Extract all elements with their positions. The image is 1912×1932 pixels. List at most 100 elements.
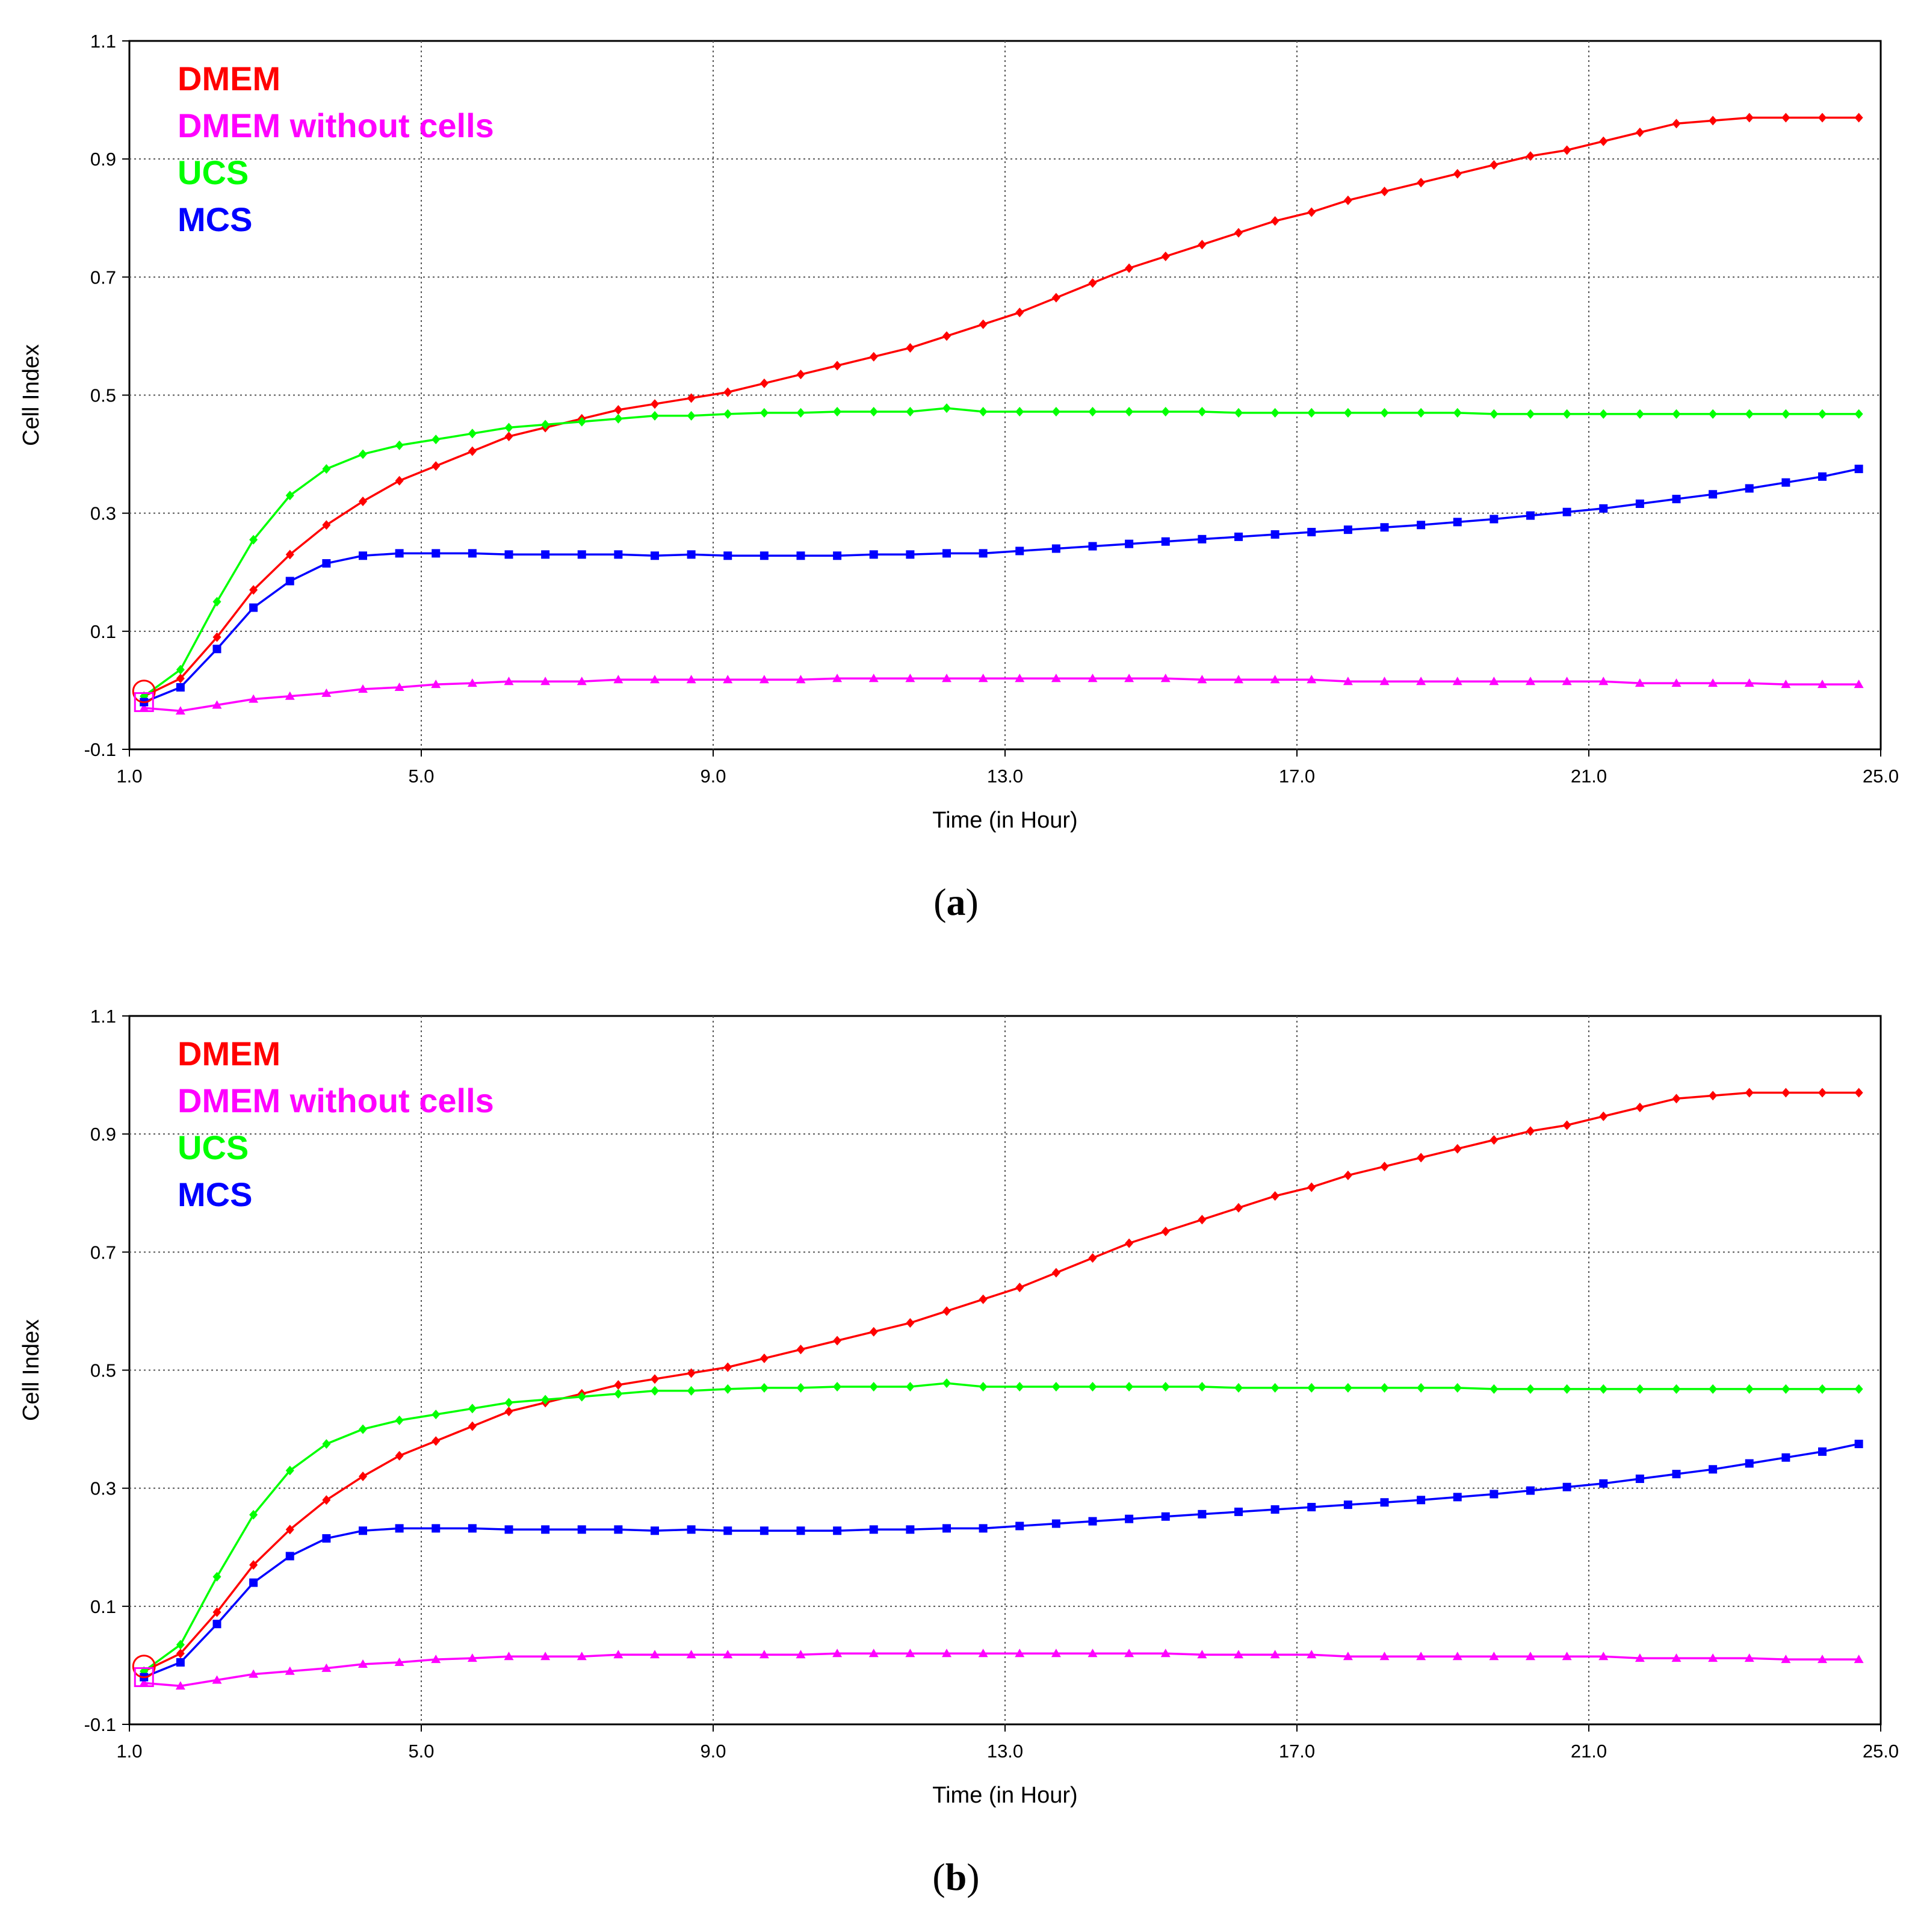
panel-b-legend-dmem: DMEM [178, 1035, 280, 1073]
panel-b-point-mcs [1270, 1505, 1279, 1514]
panel-a-point-dmem [1417, 178, 1426, 188]
panel-a-point-mcs [1526, 511, 1535, 520]
panel-b-point-mcs [1709, 1465, 1718, 1474]
panel-b-point-mcs [651, 1526, 659, 1535]
panel-b-point-dmem-without-cells [650, 1650, 660, 1659]
panel-a-point-ucs [432, 435, 441, 445]
panel-b-point-mcs [1818, 1447, 1827, 1456]
panel-b-point-mcs [468, 1524, 477, 1533]
panel-a-point-ucs [249, 534, 258, 545]
panel-a-point-dmem-without-cells [613, 675, 623, 684]
panel-a-point-mcs [1270, 530, 1279, 539]
panel-a-point-ucs [796, 407, 805, 418]
panel-a-point-mcs [1343, 525, 1352, 534]
panel-a-point-dmem [1343, 195, 1352, 205]
panel-b-point-dmem-without-cells [905, 1649, 915, 1658]
panel-b-point-dmem [651, 1374, 659, 1384]
panel-a-point-dmem-without-cells [1708, 678, 1718, 687]
panel-a-point-dmem-without-cells [212, 700, 222, 709]
panel-b-point-ucs [1818, 1384, 1827, 1394]
panel-b-point-ucs [1417, 1382, 1426, 1393]
panel-a-x-tick-label: 1.0 [116, 766, 142, 787]
panel-b-point-dmem-without-cells [978, 1649, 988, 1658]
panel-a-legend-ucs: UCS [178, 153, 249, 191]
panel-b-point-ucs [285, 1466, 294, 1476]
panel-a-point-dmem [432, 461, 441, 471]
panel-a-x-tick-label: 13.0 [987, 766, 1023, 787]
panel-a-point-dmem [1051, 293, 1060, 303]
panel-a-point-mcs [176, 683, 185, 692]
panel-a-point-ucs [1198, 406, 1207, 416]
chart-panel-b: 1.0 5.0 9.0 13.0 17.0 21.0 25.0 -0.1 0.1 0.3 0.5 0.… [19, 1006, 1899, 1808]
panel-a-legend-dmem-without-cells: DMEM without cells [178, 107, 494, 144]
panel-b-point-mcs [395, 1524, 404, 1533]
panel-a-point-mcs [760, 551, 769, 560]
panel-b-point-mcs [1490, 1490, 1499, 1499]
panel-b-y-tick-label: -0.1 [84, 1714, 116, 1735]
panel-b-x-tick-label: 1.0 [116, 1741, 142, 1762]
panel-a-point-ucs [1270, 407, 1279, 418]
panel-b-point-mcs [1417, 1496, 1426, 1505]
panel-a-point-dmem [833, 361, 842, 371]
panel-b-point-dmem-without-cells [723, 1650, 733, 1659]
panel-a-point-dmem [1854, 113, 1863, 123]
panel-a-point-dmem-without-cells [796, 675, 806, 684]
panel-b-point-mcs [833, 1526, 842, 1535]
panel-a-point-ucs [651, 410, 659, 421]
panel-a-point-dmem-without-cells [139, 703, 149, 712]
panel-a-point-mcs [432, 549, 441, 558]
panel-b-point-mcs [176, 1658, 185, 1667]
panel-a-point-dmem [504, 432, 513, 442]
panel-b-point-ucs [1015, 1381, 1024, 1392]
panel-b-point-mcs [541, 1525, 550, 1534]
panel-b-point-ucs [833, 1381, 842, 1392]
panel-b-point-mcs [1088, 1517, 1097, 1526]
panel-a-point-dmem-without-cells [504, 677, 514, 686]
panel-b-point-dmem [1015, 1283, 1024, 1293]
panel-a-y-tick-label: 1.1 [90, 31, 116, 52]
panel-a-point-dmem-without-cells [1781, 680, 1791, 689]
caption-b: (b) [932, 1856, 980, 1898]
panel-a-x-tick-label: 25.0 [1863, 766, 1899, 787]
panel-a-point-dmem [1635, 128, 1644, 138]
panel-a-point-mcs [322, 559, 331, 568]
panel-a-point-dmem-without-cells [1744, 678, 1754, 687]
panel-a-point-dmem [906, 343, 915, 353]
panel-a-point-mcs [1234, 532, 1243, 541]
panel-a-point-dmem-without-cells [1051, 673, 1061, 683]
panel-a-point-dmem-without-cells [1343, 677, 1353, 686]
panel-b-y-axis-title: Cell Index [19, 1319, 44, 1421]
panel-a-x-tick-label: 9.0 [700, 766, 726, 787]
panel-b-point-mcs [1198, 1509, 1207, 1519]
panel-b-point-dmem [176, 1649, 185, 1659]
panel-b-point-ucs [1562, 1384, 1571, 1394]
panel-a-legend-mcs: MCS [178, 200, 252, 238]
panel-a-point-dmem [1125, 263, 1134, 273]
panel-b-point-ucs [796, 1382, 805, 1393]
panel-a-point-dmem-without-cells [1015, 673, 1025, 683]
panel-b-x-tick-label: 17.0 [1279, 1741, 1315, 1762]
panel-b-point-mcs [869, 1525, 878, 1534]
panel-a-point-dmem-without-cells [1124, 673, 1134, 683]
panel-b-point-mcs [1453, 1493, 1462, 1502]
panel-a-point-dmem [869, 351, 878, 362]
panel-b-series-line-dmem [143, 1091, 1859, 1673]
panel-a-point-ucs [1526, 409, 1535, 419]
panel-b-point-mcs [359, 1526, 367, 1535]
panel-a-series-line-mcs [143, 468, 1859, 704]
panel-b-point-dmem-without-cells [1270, 1650, 1280, 1659]
panel-a-y-tick-label: 0.1 [90, 621, 116, 642]
panel-b-point-dmem-without-cells [1087, 1649, 1098, 1658]
panel-a-point-dmem-without-cells [868, 673, 879, 683]
panel-b-point-dmem [504, 1407, 513, 1417]
panel-a-point-ucs [1453, 407, 1462, 418]
panel-a-point-dmem-without-cells [1416, 677, 1426, 686]
panel-b-point-ucs [1161, 1381, 1170, 1392]
panel-a-y-tick-label: 0.3 [90, 503, 116, 524]
panel-a-y-axis-title: Cell Index [19, 344, 44, 446]
panel-a-point-mcs [1490, 515, 1499, 524]
panel-a-series-line-dmem-without-cells [144, 677, 1859, 712]
panel-b-point-dmem-without-cells [175, 1681, 185, 1690]
panel-b-point-dmem-without-cells [1379, 1652, 1390, 1661]
panel-b-point-dmem [1234, 1203, 1243, 1213]
